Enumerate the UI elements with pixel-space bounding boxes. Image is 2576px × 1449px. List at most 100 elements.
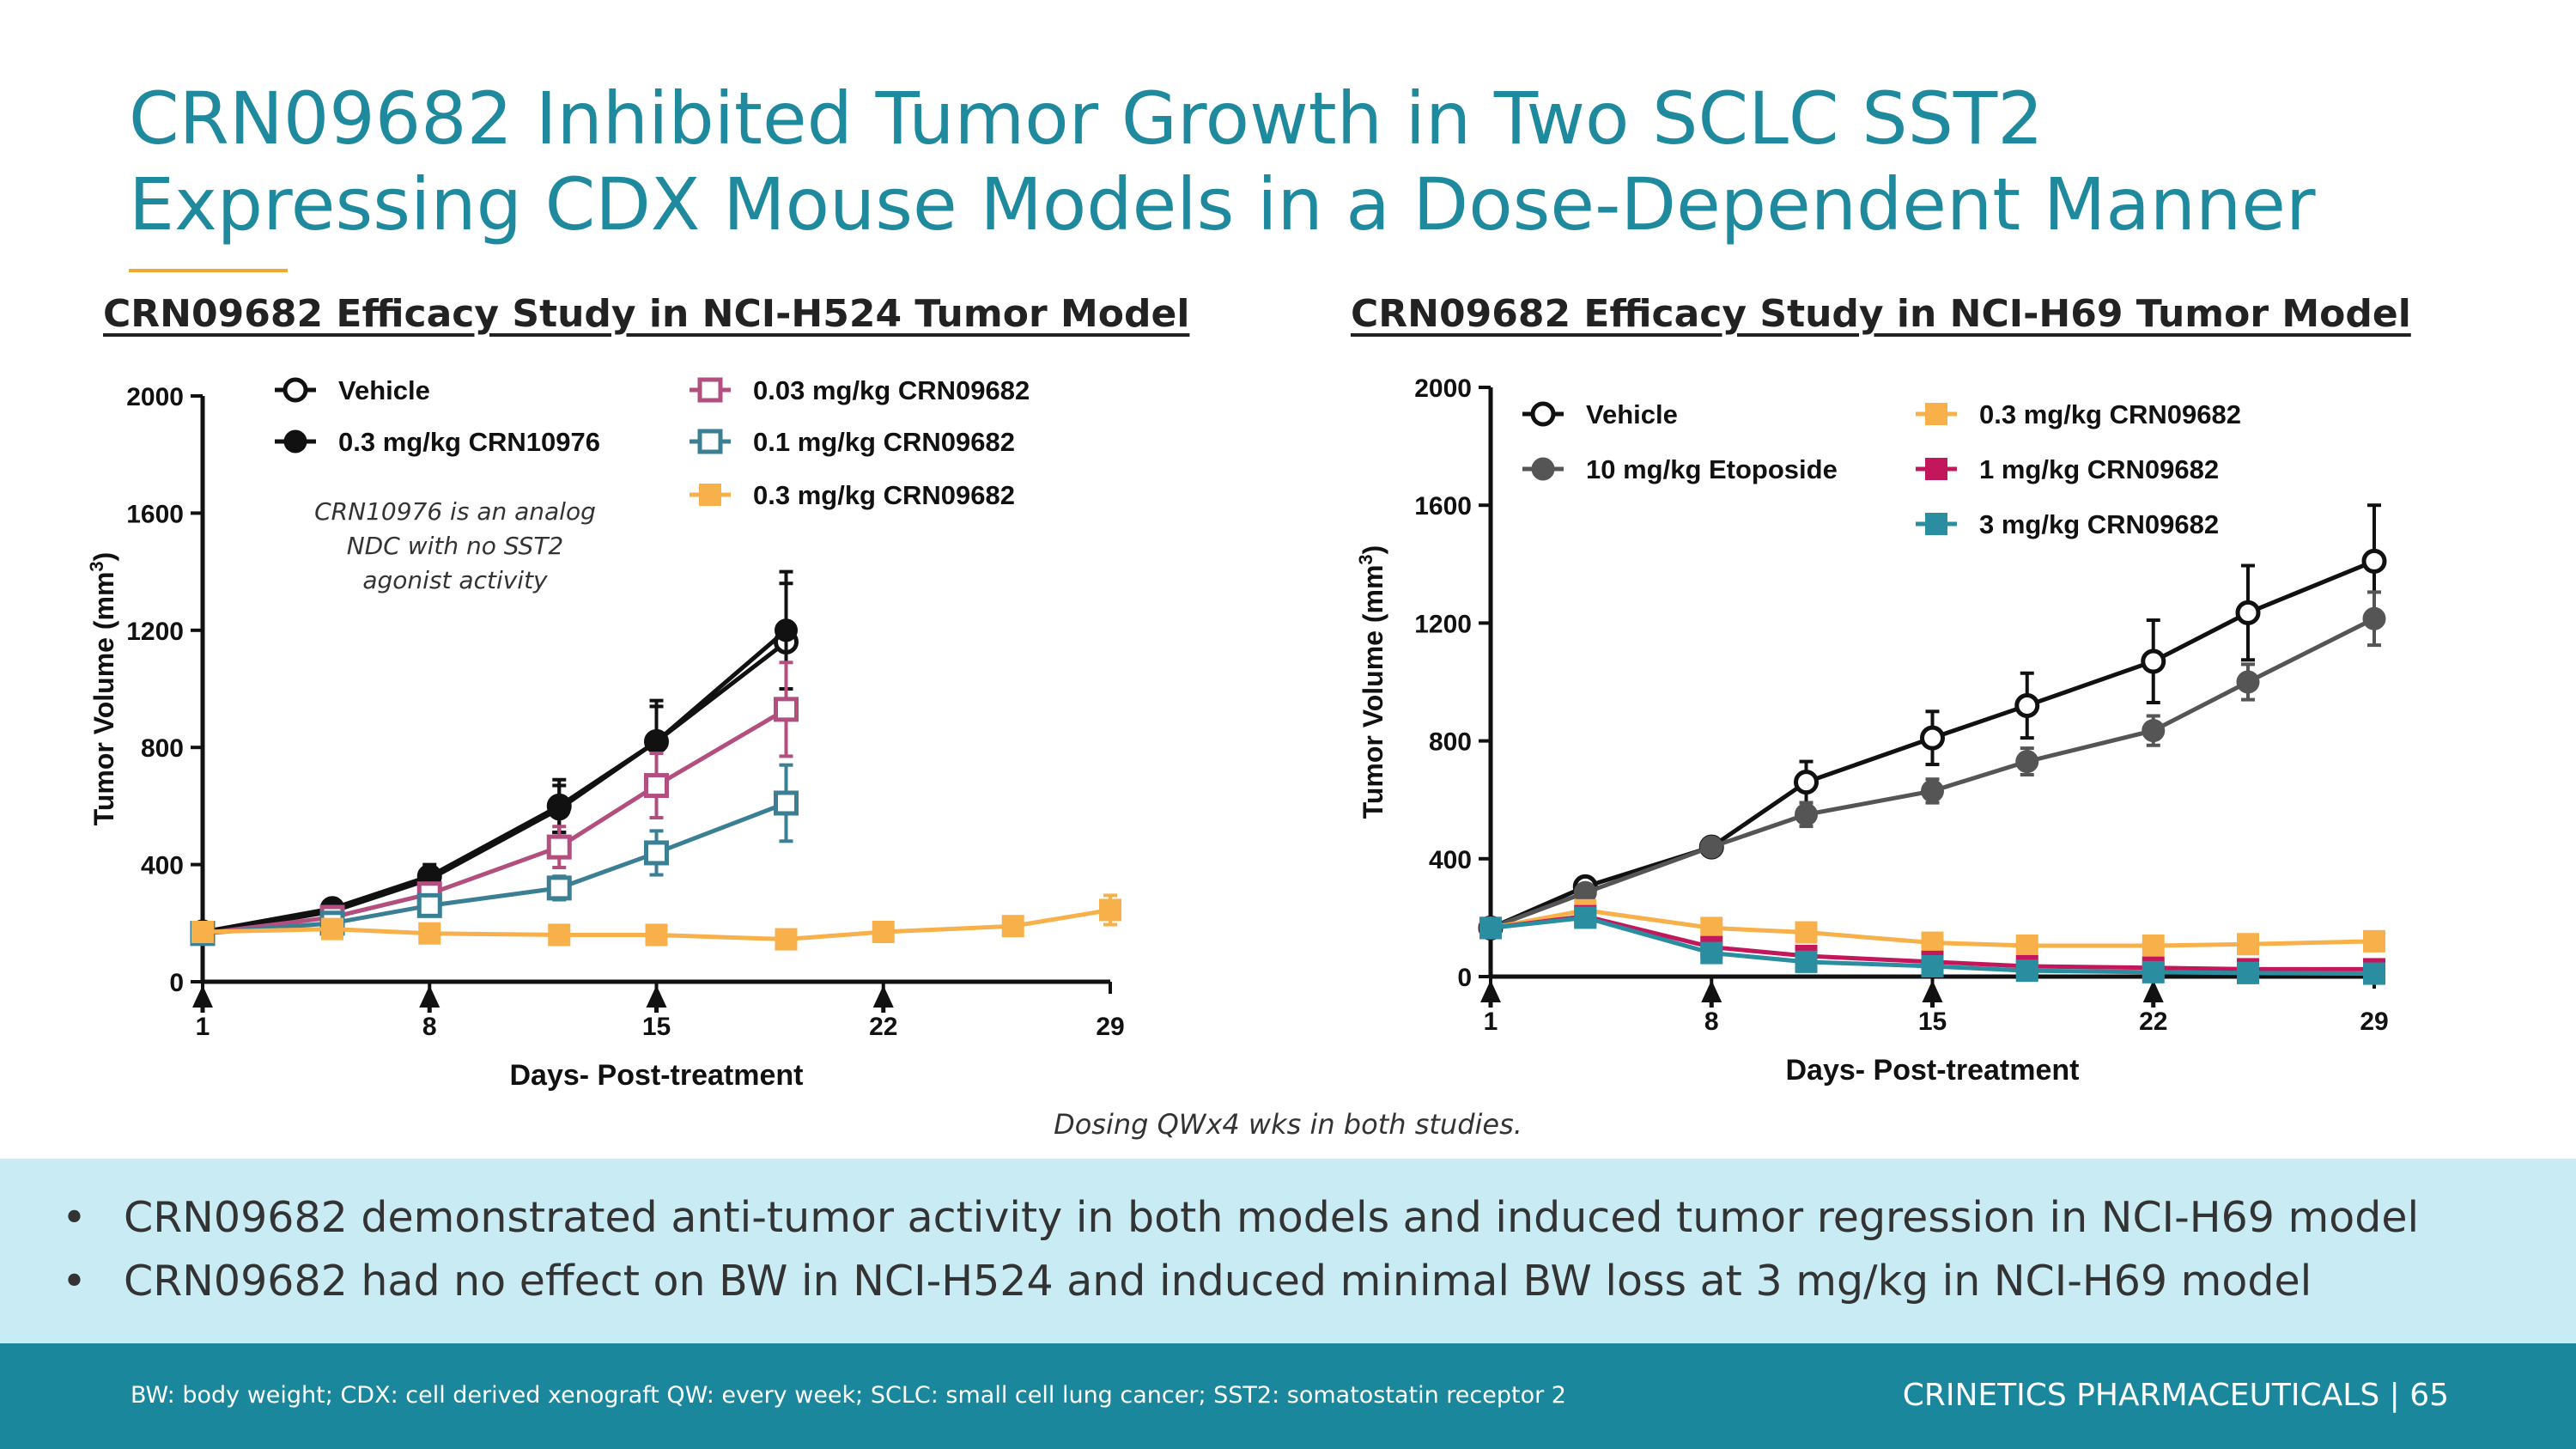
data-point [1921, 954, 1944, 977]
dosing-arrow-icon [192, 985, 213, 1008]
x-axis-label: Days- Post-treatment [1786, 1054, 2080, 1087]
data-point [548, 923, 571, 947]
data-point [774, 697, 799, 722]
data-point [644, 840, 669, 866]
data-point [872, 921, 895, 944]
data-point [1921, 931, 1944, 954]
legend-marker [1530, 401, 1556, 427]
legend-label: 0.3 mg/kg CRN09682 [753, 480, 1015, 510]
data-point [2361, 548, 2387, 574]
y-tick-label: 0 [169, 969, 184, 997]
data-point [1574, 906, 1597, 929]
data-point [1794, 770, 1819, 795]
dosing-arrow-icon [872, 985, 894, 1008]
y-tick-label: 1200 [1414, 610, 1472, 638]
data-point [2142, 960, 2165, 983]
data-point [2362, 606, 2386, 630]
data-point [2015, 934, 2038, 957]
y-tick-label: 800 [1429, 728, 1472, 757]
chart-left-title: CRN09682 Efficacy Study in NCI-H524 Tumo… [103, 292, 1190, 336]
x-tick-label: 1 [196, 1013, 210, 1041]
annotation-text: agonist activity [362, 566, 548, 594]
y-tick-label: 0 [1457, 964, 1472, 992]
x-tick-label: 15 [642, 1013, 671, 1041]
y-axis-label: Tumor Volume (mm3) [86, 552, 119, 826]
legend-label: 3 mg/kg CRN09682 [1979, 509, 2219, 539]
data-point [2142, 719, 2166, 743]
x-tick-label: 29 [1096, 1013, 1124, 1041]
legend-label: 1 mg/kg CRN09682 [1979, 454, 2219, 484]
y-tick-label: 1600 [126, 500, 184, 528]
chart-right-title: CRN09682 Efficacy Study in NCI-H69 Tumor… [1351, 292, 2411, 336]
dosing-arrow-icon [1701, 980, 1722, 1002]
legend-marker [697, 429, 723, 454]
data-point [1921, 779, 1944, 803]
bullet-text: CRN09682 had no effect on BW in NCI-H524… [124, 1257, 2312, 1306]
data-point [2237, 933, 2259, 956]
data-point [416, 892, 442, 918]
data-point [546, 834, 572, 860]
dosing-arrow-icon [646, 985, 667, 1008]
data-point [1700, 916, 1723, 940]
data-point [191, 921, 214, 944]
legend-marker [1925, 403, 1947, 425]
data-point [2236, 670, 2260, 694]
dosing-arrow-icon [1922, 980, 1943, 1002]
data-point [2014, 692, 2040, 718]
chart-nci-h69: 0 400 800 1200 1600 2000 1 8 15 22 29 Days- Post-tr… [1355, 374, 2389, 1087]
legend-marker [1531, 457, 1555, 481]
legend-label: 0.1 mg/kg CRN09682 [753, 427, 1015, 457]
dosing-note: Dosing QWx4 wks in both studies. [1054, 1108, 1522, 1141]
summary-band: • CRN09682 demonstrated anti-tumor activi… [0, 1159, 2576, 1343]
title-accent-rule [129, 269, 288, 272]
y-tick-label: 2000 [126, 383, 184, 411]
legend-marker [283, 377, 308, 403]
data-point [2237, 961, 2259, 984]
footnote: BW: body weight; CDX: cell derived xenog… [131, 1382, 1566, 1409]
y-tick-label: 400 [141, 852, 184, 880]
data-point [2015, 959, 2038, 983]
series-line [202, 640, 788, 935]
legend-marker [699, 484, 721, 506]
legend-marker [697, 377, 723, 403]
chart-nci-h524: 0 400 800 1200 1600 2000 1 8 15 22 29 Days- Post-tr… [86, 375, 1125, 1092]
bullet-icon: • [62, 1193, 87, 1242]
data-point [1795, 950, 1818, 973]
x-tick-label: 15 [1918, 1008, 1947, 1036]
legend-label: Vehicle [1586, 399, 1678, 429]
y-tick-label: 1200 [126, 618, 184, 646]
data-point [1001, 915, 1024, 938]
slide-title-line2: Expressing CDX Mouse Models in a Dose-De… [129, 162, 2316, 247]
data-point [547, 797, 571, 821]
data-point [2141, 648, 2166, 674]
series-line [202, 628, 788, 936]
bullet-icon: • [62, 1257, 87, 1306]
company-page-number: CRINETICS PHARMACEUTICALS | 65 [1902, 1378, 2449, 1413]
data-point [775, 618, 798, 642]
data-point [1700, 941, 1723, 965]
annotation-text: NDC with no SST2 [347, 532, 564, 560]
data-point [1795, 921, 1818, 944]
x-tick-label: 1 [1484, 1008, 1498, 1036]
slide-title: CRN09682 Inhibited Tumor Growth in Two S… [129, 76, 2533, 247]
slide-title-line1: CRN09682 Inhibited Tumor Growth in Two S… [129, 76, 2044, 161]
data-point [546, 875, 572, 901]
data-point [1699, 835, 1723, 859]
legend-label: 0.3 mg/kg CRN09682 [1979, 399, 2241, 429]
data-point [645, 923, 668, 947]
y-tick-label: 400 [1429, 846, 1472, 874]
legend-marker [1925, 513, 1947, 535]
data-point [1795, 802, 1818, 826]
data-point [321, 917, 343, 941]
series-line [202, 707, 787, 936]
y-axis-label: Tumor Volume (mm3) [1355, 545, 1388, 819]
x-tick-label: 29 [2360, 1008, 2388, 1036]
data-point [2015, 750, 2039, 774]
annotation-text: CRN10976 is an analog [314, 497, 596, 526]
series-line [202, 801, 787, 936]
legend-label: 10 mg/kg Etoposide [1586, 454, 1838, 484]
data-point [2363, 962, 2385, 985]
y-tick-label: 800 [141, 734, 184, 763]
data-point [1479, 916, 1502, 940]
data-point [644, 773, 669, 799]
